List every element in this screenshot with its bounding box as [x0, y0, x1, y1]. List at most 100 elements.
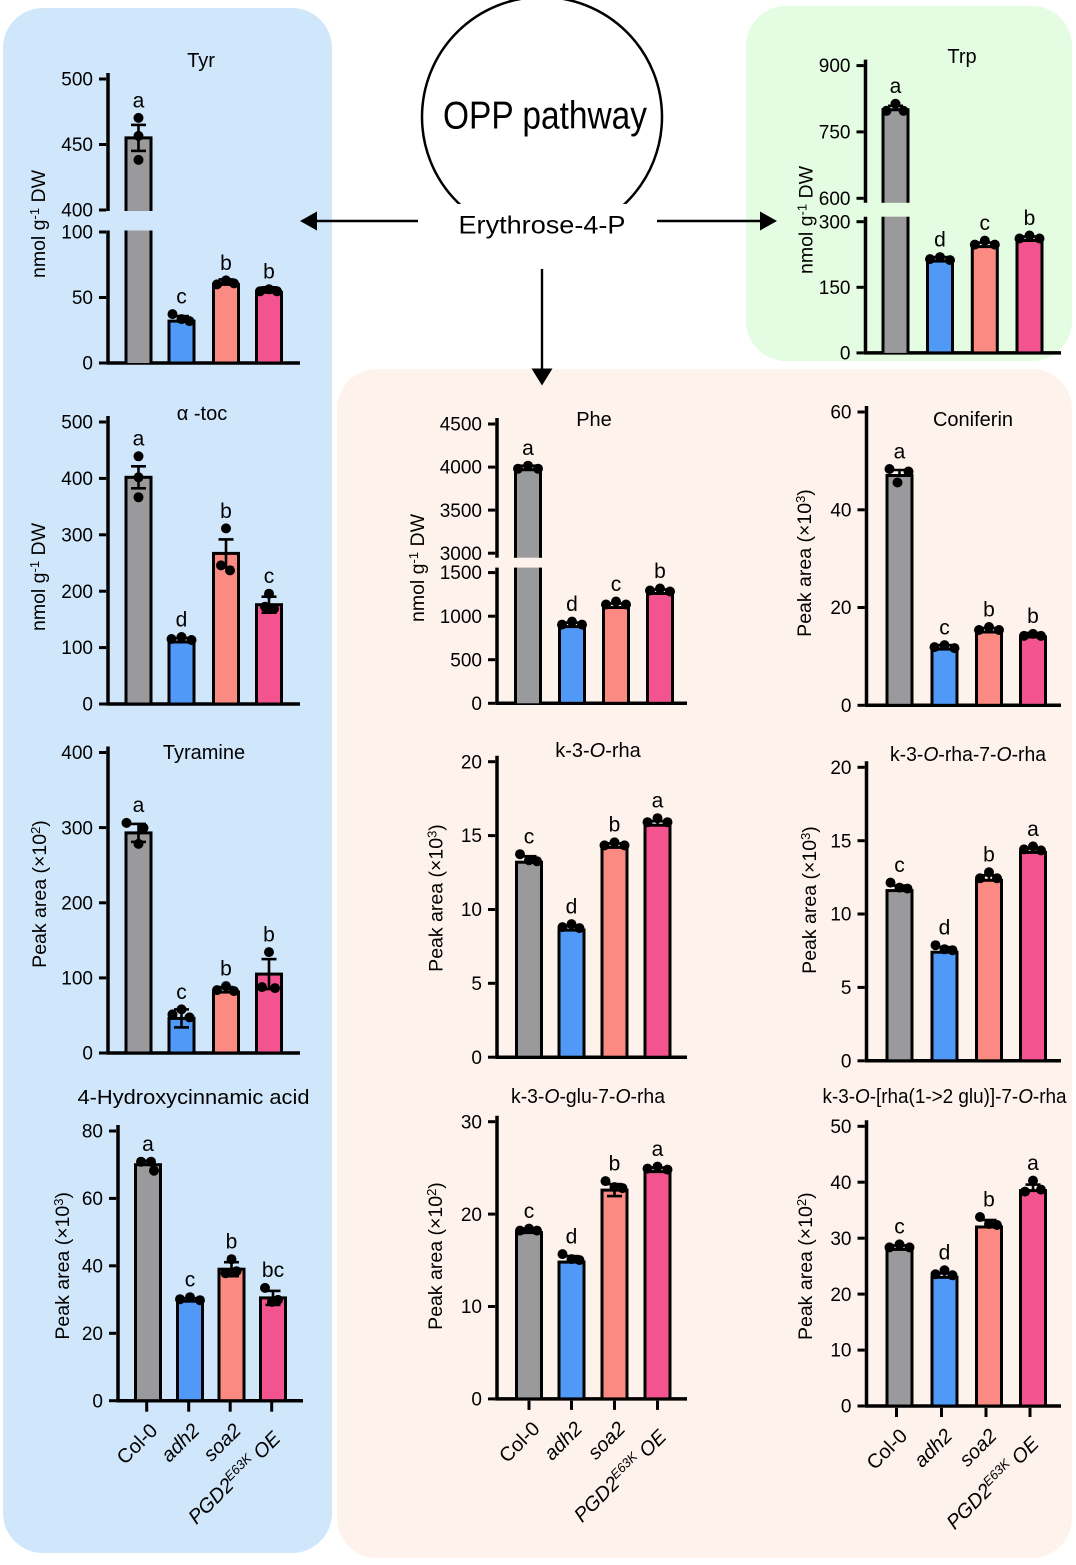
- svg-text:20: 20: [830, 758, 851, 779]
- svg-text:20: 20: [830, 1285, 851, 1306]
- svg-text:Peak area (×102): Peak area (×102): [424, 1182, 447, 1330]
- svg-text:400: 400: [61, 743, 93, 764]
- svg-text:a: a: [890, 75, 902, 98]
- svg-text:c: c: [980, 212, 991, 235]
- svg-text:a: a: [133, 794, 145, 817]
- svg-text:Peak area (×103): Peak area (×103): [51, 1192, 74, 1340]
- svg-text:k-3-O-rha: k-3-O-rha: [555, 740, 641, 762]
- svg-text:b: b: [226, 1231, 238, 1254]
- svg-text:nmol g-1 DW: nmol g-1 DW: [27, 522, 50, 631]
- svg-text:d: d: [566, 896, 578, 919]
- svg-text:a: a: [133, 89, 145, 112]
- svg-text:nmol g-1 DW: nmol g-1 DW: [406, 513, 429, 622]
- svg-text:40: 40: [82, 1257, 103, 1278]
- svg-text:10: 10: [461, 900, 482, 921]
- svg-text:OPP pathway: OPP pathway: [443, 95, 647, 138]
- svg-text:Peak area (×103): Peak area (×103): [798, 826, 821, 974]
- svg-text:α -toc: α -toc: [177, 403, 227, 425]
- svg-text:0: 0: [82, 1044, 93, 1065]
- svg-text:200: 200: [61, 582, 93, 603]
- svg-text:b: b: [983, 598, 995, 621]
- svg-text:1500: 1500: [440, 563, 482, 584]
- svg-text:1000: 1000: [440, 607, 482, 628]
- svg-text:c: c: [611, 573, 622, 596]
- svg-text:b: b: [1024, 207, 1036, 230]
- svg-text:b: b: [263, 261, 275, 284]
- svg-text:Peak area (×103): Peak area (×103): [425, 824, 448, 972]
- svg-text:80: 80: [82, 1122, 103, 1143]
- svg-text:d: d: [566, 1226, 578, 1249]
- svg-text:a: a: [522, 437, 534, 460]
- svg-text:b: b: [220, 958, 232, 981]
- svg-text:nmol g-1 DW: nmol g-1 DW: [795, 165, 818, 274]
- svg-text:0: 0: [841, 1397, 852, 1418]
- svg-text:d: d: [939, 917, 951, 940]
- svg-text:300: 300: [819, 212, 851, 233]
- svg-text:750: 750: [819, 123, 851, 144]
- svg-text:20: 20: [830, 598, 851, 619]
- svg-text:c: c: [894, 1216, 905, 1239]
- svg-text:450: 450: [61, 135, 93, 156]
- svg-text:c: c: [176, 285, 187, 308]
- svg-text:100: 100: [61, 638, 93, 659]
- svg-text:k-3-O-glu-7-O-rha: k-3-O-glu-7-O-rha: [511, 1086, 666, 1108]
- svg-text:b: b: [983, 844, 995, 867]
- svg-text:a: a: [142, 1133, 154, 1156]
- svg-text:c: c: [894, 854, 905, 877]
- svg-text:c: c: [264, 565, 275, 588]
- svg-text:b: b: [654, 560, 666, 583]
- svg-text:400: 400: [61, 201, 93, 222]
- svg-text:0: 0: [840, 344, 851, 365]
- svg-text:50: 50: [72, 288, 93, 309]
- svg-text:Peak area (×102): Peak area (×102): [794, 1192, 817, 1340]
- svg-text:a: a: [1027, 818, 1039, 841]
- svg-text:0: 0: [471, 1390, 482, 1411]
- svg-text:20: 20: [461, 1205, 482, 1226]
- svg-text:100: 100: [61, 223, 93, 244]
- svg-text:300: 300: [61, 818, 93, 839]
- svg-text:Tyr: Tyr: [187, 50, 215, 72]
- svg-text:10: 10: [830, 1341, 851, 1362]
- svg-text:4-Hydroxycinnamic acid: 4-Hydroxycinnamic acid: [78, 1087, 310, 1109]
- svg-text:Tyramine: Tyramine: [163, 742, 245, 764]
- svg-text:a: a: [1027, 1152, 1039, 1175]
- svg-text:4000: 4000: [440, 458, 482, 479]
- svg-text:900: 900: [819, 56, 851, 77]
- svg-text:d: d: [566, 593, 578, 616]
- svg-text:500: 500: [450, 650, 482, 671]
- svg-text:0: 0: [841, 1052, 852, 1073]
- svg-text:5: 5: [841, 978, 852, 999]
- svg-text:20: 20: [82, 1324, 103, 1345]
- svg-text:a: a: [652, 1138, 664, 1161]
- svg-text:Erythrose-4-P: Erythrose-4-P: [459, 212, 626, 240]
- svg-text:b: b: [609, 1152, 621, 1175]
- svg-text:d: d: [176, 608, 188, 631]
- svg-text:60: 60: [82, 1189, 103, 1210]
- svg-text:k-3-O-[rha(1->2 glu)]-7-O-rha: k-3-O-[rha(1->2 glu)]-7-O-rha: [823, 1086, 1068, 1108]
- svg-text:Peak area (×102): Peak area (×102): [28, 820, 51, 968]
- svg-text:c: c: [524, 1200, 535, 1223]
- svg-text:400: 400: [61, 469, 93, 490]
- svg-text:4500: 4500: [440, 415, 482, 436]
- svg-text:d: d: [939, 1242, 951, 1265]
- svg-text:Coniferin: Coniferin: [933, 409, 1013, 431]
- svg-text:Trp: Trp: [947, 46, 976, 68]
- svg-text:c: c: [176, 981, 187, 1004]
- svg-text:30: 30: [830, 1229, 851, 1250]
- svg-text:bc: bc: [262, 1259, 284, 1282]
- svg-text:3000: 3000: [440, 544, 482, 565]
- svg-text:Phe: Phe: [576, 409, 612, 431]
- svg-text:500: 500: [61, 70, 93, 91]
- svg-text:d: d: [934, 228, 946, 251]
- svg-text:b: b: [220, 252, 232, 275]
- svg-text:b: b: [220, 500, 232, 523]
- svg-text:300: 300: [61, 525, 93, 546]
- svg-text:150: 150: [819, 278, 851, 299]
- svg-text:100: 100: [61, 969, 93, 990]
- svg-text:a: a: [652, 790, 664, 813]
- svg-text:k-3-O-rha-7-O-rha: k-3-O-rha-7-O-rha: [890, 744, 1047, 766]
- svg-text:Peak area (×103): Peak area (×103): [793, 489, 816, 637]
- svg-text:50: 50: [830, 1117, 851, 1138]
- svg-text:c: c: [185, 1269, 196, 1292]
- svg-text:20: 20: [461, 752, 482, 773]
